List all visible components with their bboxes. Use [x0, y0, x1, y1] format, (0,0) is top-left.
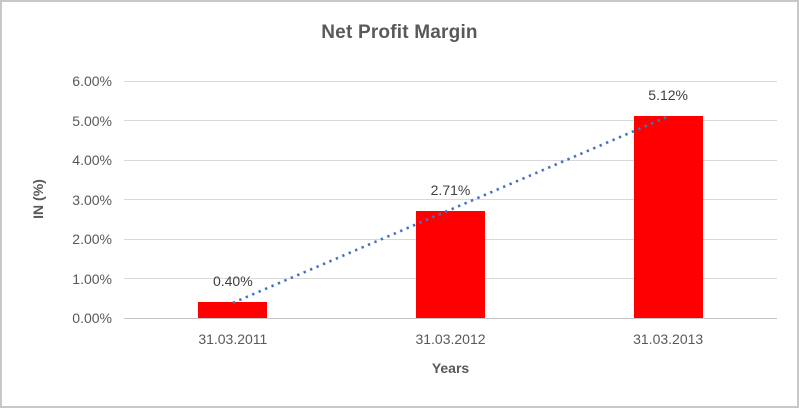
y-tick-label: 5.00%	[72, 112, 112, 129]
y-tick-label: 6.00%	[72, 73, 112, 89]
bar	[198, 302, 268, 318]
gridline	[124, 80, 777, 82]
trendline-path	[232, 115, 669, 305]
plot-area: 0.40% 2.71% 5.12%	[124, 80, 777, 319]
gridline	[124, 317, 777, 319]
x-axis-title: Years	[431, 360, 470, 376]
gridline	[124, 120, 777, 121]
gridline	[124, 159, 777, 161]
data-label: 2.71%	[430, 181, 471, 198]
x-tick-label: 31.03.2013	[633, 331, 704, 347]
gridline	[124, 199, 777, 200]
y-tick-label: 3.00%	[72, 191, 112, 208]
data-label: 5.12%	[648, 86, 688, 103]
bar	[633, 115, 703, 318]
y-tick-label: 4.00%	[72, 152, 112, 168]
y-tick-label: 2.00%	[72, 231, 112, 247]
y-tick-label: 0.00%	[72, 310, 112, 326]
x-tick-label: 31.03.2012	[415, 331, 486, 347]
chart-title: Net Profit Margin	[321, 22, 478, 43]
y-tick-label: 1.00%	[72, 270, 112, 287]
data-label: 0.40%	[212, 273, 253, 290]
trendline	[232, 115, 669, 305]
x-tick-label: 31.03.2011	[198, 331, 268, 347]
bar	[416, 210, 485, 318]
